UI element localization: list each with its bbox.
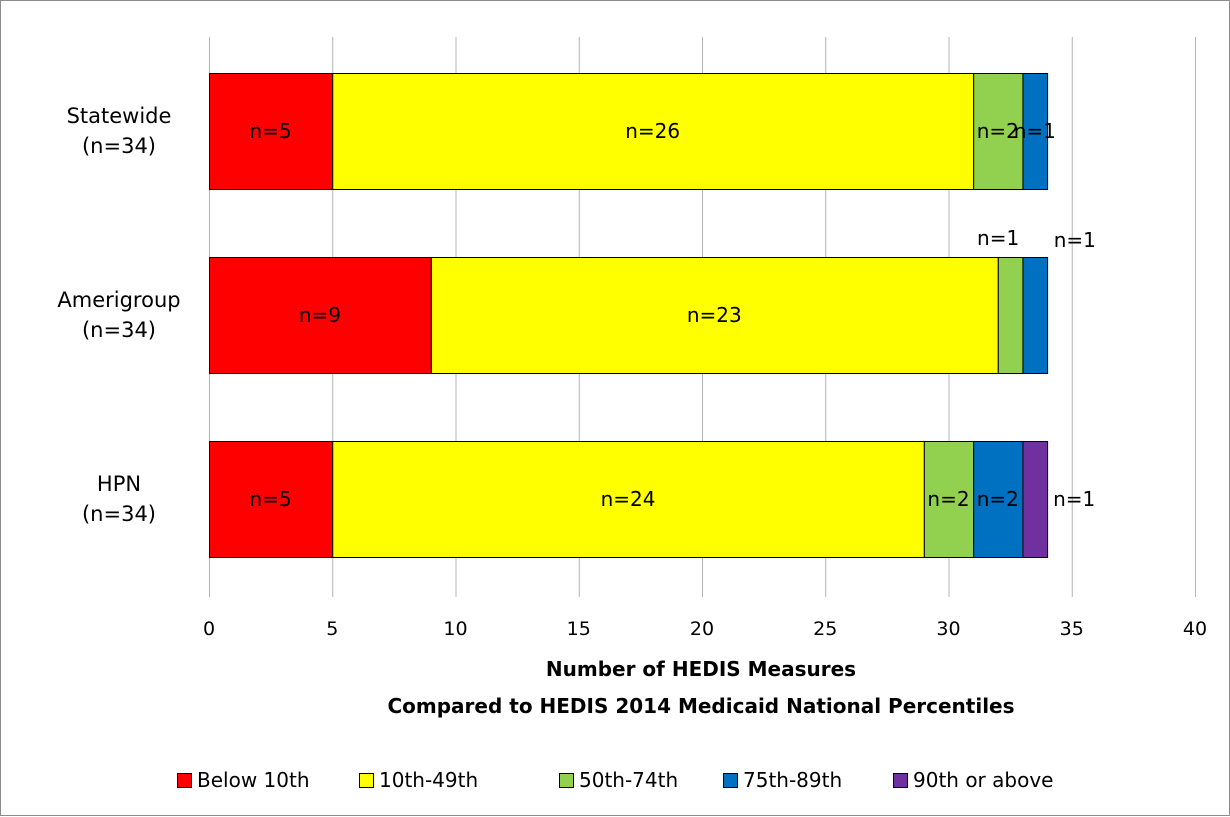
x-tick-label-40: 40	[1183, 618, 1207, 640]
legend-swatch-90th-or-above	[893, 773, 908, 788]
category-label-amerigroup-line-1: Amerigroup	[57, 288, 180, 312]
bar-statewide-10th-49th	[332, 73, 975, 190]
category-label-statewide-line-2: (n=34)	[82, 134, 156, 158]
data-label-hpn-75th-89th: n=2	[977, 487, 1019, 511]
data-label-hpn-below-10th: n=5	[250, 487, 292, 511]
x-axis-title-line-1: Number of HEDIS Measures	[546, 657, 856, 681]
data-label-hpn-50th-74th: n=2	[927, 487, 969, 511]
bar-hpn-below-10th	[209, 441, 334, 558]
data-label-statewide-75th-89th: n=1	[1014, 119, 1056, 143]
category-label-statewide-line-1: Statewide	[67, 104, 172, 128]
x-tick-label-10: 10	[443, 618, 467, 640]
x-tick-label-35: 35	[1060, 618, 1084, 640]
category-label-hpn-line-2: (n=34)	[82, 502, 156, 526]
bar-hpn-10th-49th	[332, 441, 925, 558]
legend-swatch-10th-49th	[359, 773, 374, 788]
data-label-hpn-10th-49th: n=24	[601, 487, 656, 511]
data-label-amerigroup-10th-49th: n=23	[687, 303, 742, 327]
x-tick-label-20: 20	[690, 618, 714, 640]
legend-swatch-below-10th	[177, 773, 192, 788]
bar-amerigroup-50th-74th	[997, 257, 1024, 374]
x-tick-label-5: 5	[326, 618, 338, 640]
bar-amerigroup-below-10th	[209, 257, 432, 374]
x-tick-label-25: 25	[813, 618, 837, 640]
data-label-amerigroup-50th-74th: n=1	[977, 226, 1019, 250]
data-label-statewide-10th-49th: n=26	[625, 119, 680, 143]
data-label-statewide-50th-74th: n=2	[977, 119, 1019, 143]
legend-swatch-50th-74th	[559, 773, 574, 788]
bar-statewide-50th-74th	[973, 73, 1024, 190]
bar-amerigroup-10th-49th	[430, 257, 999, 374]
legend-label-below-10th: Below 10th	[197, 768, 310, 792]
legend-label-90th-or-above: 90th or above	[913, 768, 1053, 792]
x-axis-title-line-2: Compared to HEDIS 2014 Medicaid National…	[387, 694, 1014, 718]
data-label-statewide-below-10th: n=5	[250, 119, 292, 143]
legend-swatch-75th-89th	[723, 773, 738, 788]
legend-label-50th-74th: 50th-74th	[579, 768, 678, 792]
bar-amerigroup-75th-89th	[1022, 257, 1049, 374]
data-label-amerigroup-75th-89th: n=1	[1054, 228, 1096, 252]
data-label-amerigroup-below-10th: n=9	[299, 303, 341, 327]
x-tick-label-30: 30	[936, 618, 960, 640]
category-label-hpn-line-1: HPN	[97, 472, 141, 496]
x-tick-label-15: 15	[567, 618, 591, 640]
x-tick-label-0: 0	[203, 618, 215, 640]
bar-hpn-75th-89th	[973, 441, 1024, 558]
data-label-hpn-90th-or-above: n=1	[1053, 487, 1095, 511]
bar-hpn-90th-or-above	[1022, 441, 1049, 558]
legend-label-75th-89th: 75th-89th	[743, 768, 842, 792]
legend-label-10th-49th: 10th-49th	[379, 768, 478, 792]
bar-hpn-50th-74th	[923, 441, 975, 558]
bar-statewide-75th-89th	[1022, 73, 1049, 190]
category-label-amerigroup-line-2: (n=34)	[82, 318, 156, 342]
